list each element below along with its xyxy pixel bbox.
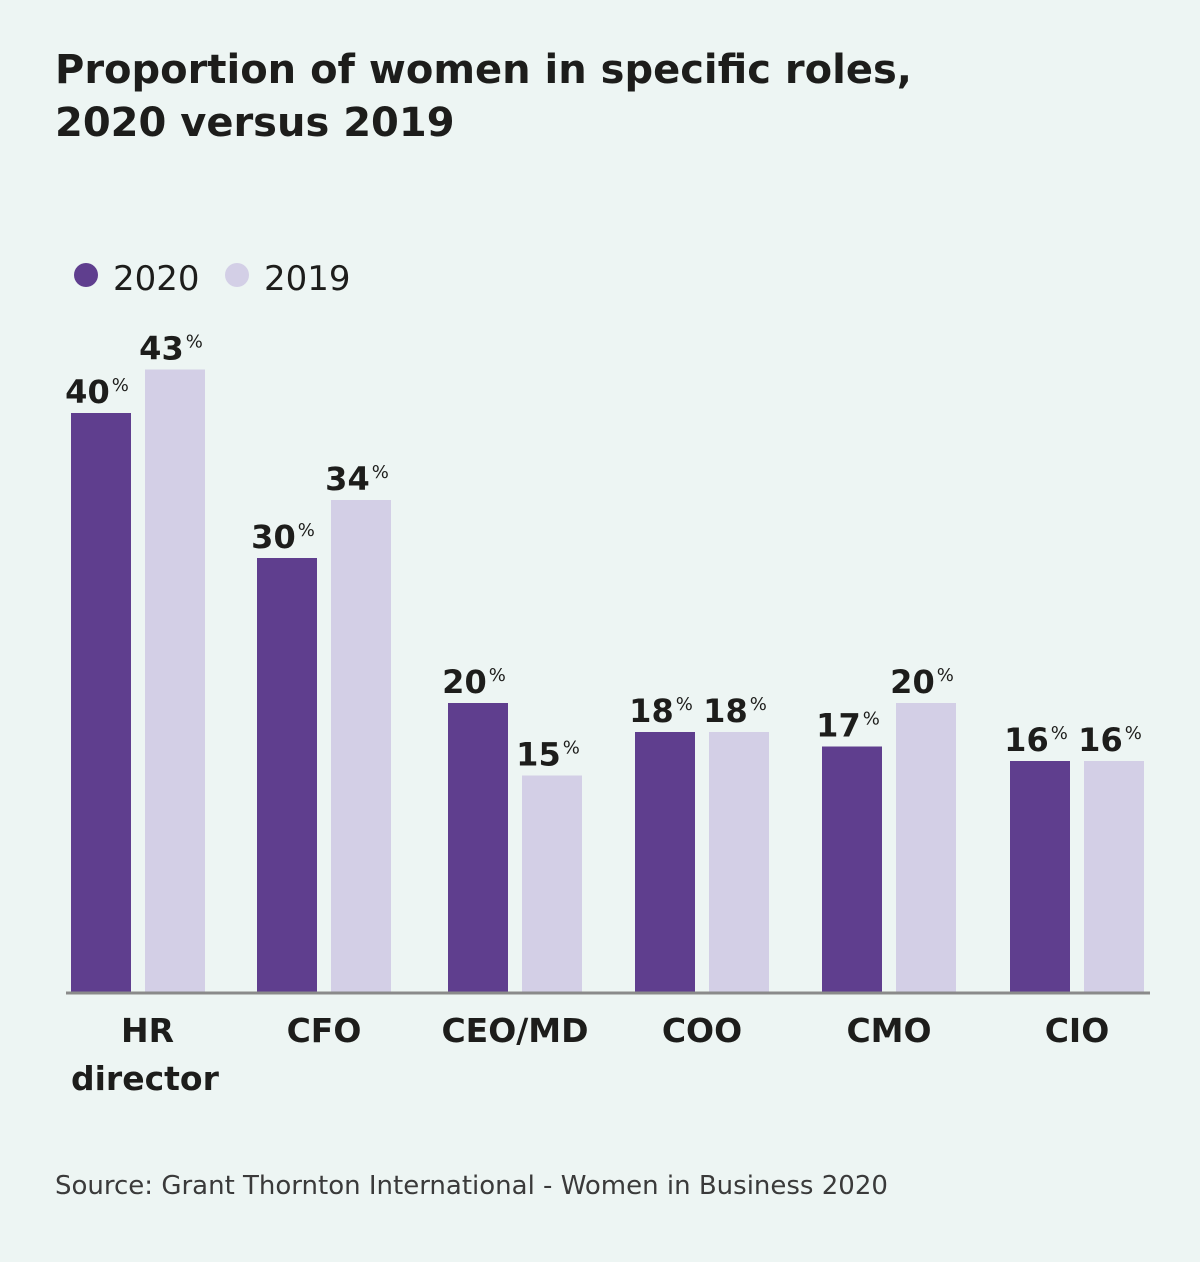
value-label-2019-2: 15% bbox=[516, 736, 580, 774]
category-label-2: CEO/MD bbox=[441, 1011, 588, 1050]
value-label-2019-1: 34% bbox=[325, 460, 389, 498]
value-label-2020-2: 20% bbox=[442, 663, 506, 701]
category-label-0-line-0: HR bbox=[121, 1011, 174, 1050]
category-label-1: CFO bbox=[287, 1011, 362, 1050]
bar-2019-0 bbox=[145, 369, 205, 993]
category-label-4: CMO bbox=[846, 1011, 931, 1050]
category-label-3: COO bbox=[662, 1011, 742, 1050]
category-label-0-line-1: director bbox=[71, 1059, 220, 1098]
bar-2020-3 bbox=[635, 732, 695, 993]
bars bbox=[71, 369, 1144, 993]
value-label-2020-1: 30% bbox=[251, 518, 315, 556]
value-label-2020-0: 40% bbox=[65, 373, 129, 411]
value-label-2020-4: 17% bbox=[816, 707, 880, 745]
bar-2019-5 bbox=[1084, 761, 1144, 993]
category-label-5: CIO bbox=[1045, 1011, 1110, 1050]
chart-title-line-1: Proportion of women in specific roles, bbox=[55, 47, 912, 93]
bar-2019-1 bbox=[331, 500, 391, 993]
bar-2020-5 bbox=[1010, 761, 1070, 993]
bar-2019-4 bbox=[896, 703, 956, 993]
value-label-2019-4: 20% bbox=[890, 663, 954, 701]
bar-2020-4 bbox=[822, 746, 882, 993]
bar-2019-3 bbox=[709, 732, 769, 993]
value-labels: 40 % 43 % 30 % 34 % 20 % 15 % 18% 18 % 17 % 20 % 16% 16% bbox=[65, 330, 1142, 774]
legend-label-2020: 2020 bbox=[113, 259, 200, 299]
bar-2020-2 bbox=[448, 703, 508, 993]
legend: 2020 2019 bbox=[74, 259, 351, 299]
value-label-2019-3: 18% bbox=[703, 692, 767, 730]
legend-swatch-2020 bbox=[74, 263, 98, 287]
bar-2020-0 bbox=[71, 413, 131, 993]
bar-2020-1 bbox=[257, 558, 317, 993]
source-note: Source: Grant Thornton International - W… bbox=[55, 1171, 888, 1201]
value-label-2020-3: 18% bbox=[629, 692, 693, 730]
bar-2019-2 bbox=[522, 775, 582, 993]
value-label-2020-5: 16% bbox=[1004, 721, 1068, 759]
chart-title-line-2: 2020 versus 2019 bbox=[55, 100, 455, 146]
category-labels: HR director CFO CEO/MD COO CMO CIO bbox=[71, 1011, 1109, 1098]
value-label-2019-0: 43% bbox=[139, 330, 203, 368]
legend-label-2019: 2019 bbox=[264, 259, 351, 299]
value-label-2019-5: 16% bbox=[1078, 721, 1142, 759]
legend-swatch-2019 bbox=[225, 263, 249, 287]
